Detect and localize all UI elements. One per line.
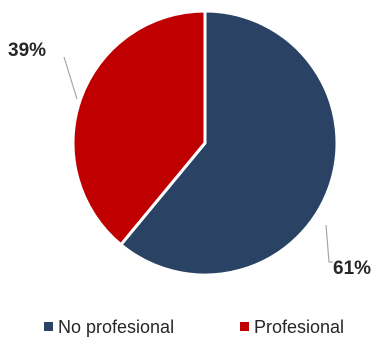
leader-line-profesional (63, 56, 78, 100)
legend-label-no-profesional: No profesional (58, 317, 174, 337)
legend-item-profesional: Profesional (240, 317, 344, 337)
legend-swatch-profesional (240, 322, 249, 331)
legend-label-profesional: Profesional (254, 317, 344, 337)
data-label-no-profesional: 61% (333, 258, 371, 279)
leader-line-no-profesional (325, 224, 333, 263)
pie-slices (71, 9, 339, 277)
pie-slice-no-profesional (119, 9, 339, 277)
leader-lines (63, 56, 333, 263)
legend-item-no-profesional: No profesional (44, 317, 174, 337)
data-label-profesional: 39% (8, 40, 46, 61)
legend: No profesional Profesional (44, 317, 344, 337)
legend-swatch-no-profesional (44, 322, 53, 331)
pie-slice-profesional (71, 9, 207, 247)
